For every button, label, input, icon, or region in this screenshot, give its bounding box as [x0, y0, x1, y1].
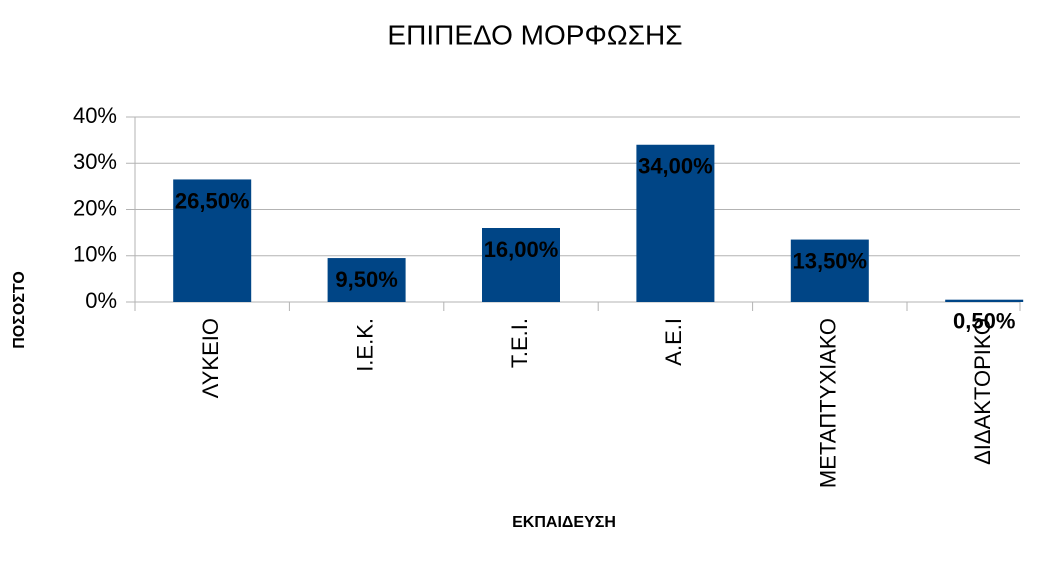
y-tick-label: 30%: [73, 149, 117, 174]
x-tick-label: Ι.Ε.Κ.: [352, 318, 377, 372]
x-tick-label: ΔΙΔΑΚΤΟΡΙΚΟ: [970, 318, 995, 465]
x-axis-title: ΕΚΠΑΙΔΕΥΣΗ: [512, 514, 616, 531]
value-label: 16,00%: [484, 237, 559, 262]
y-tick-label: 0%: [85, 288, 117, 313]
x-tick-label: ΜΕΤΑΠΤΥΧΙΑΚΟ: [816, 318, 841, 488]
chart-title: ΕΠΙΠΕΔΟ ΜΟΡΦΩΣΗΣ: [387, 19, 682, 50]
bar: [790, 239, 869, 302]
bar: [173, 179, 252, 302]
y-tick-label: 40%: [73, 103, 117, 128]
x-tick-label: Α.Ε.Ι: [661, 318, 686, 366]
y-axis-title: ΠΟΣΟΣΤΟ: [11, 271, 28, 349]
x-tick-label: ΛΥΚΕΙΟ: [198, 318, 223, 398]
value-label: 13,50%: [792, 248, 867, 273]
bar: [327, 258, 406, 302]
value-label: 26,50%: [175, 188, 250, 213]
bar: [945, 299, 1024, 302]
x-tick-label: Τ.Ε.Ι.: [507, 318, 532, 368]
value-label: 0,50%: [953, 309, 1015, 334]
value-label: 34,00%: [638, 154, 713, 179]
bar: [482, 228, 560, 302]
y-tick-label: 20%: [73, 195, 117, 220]
value-label: 9,50%: [335, 267, 397, 292]
y-tick-label: 10%: [73, 242, 117, 267]
bar: [636, 144, 715, 302]
